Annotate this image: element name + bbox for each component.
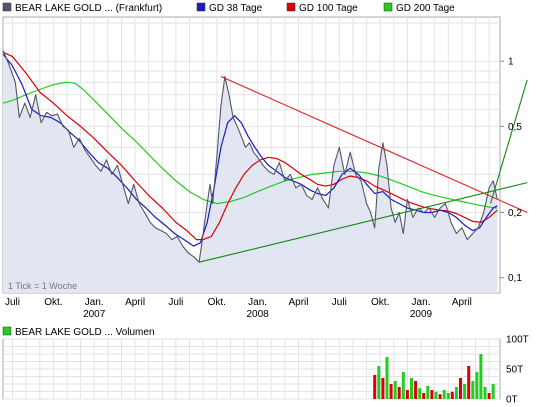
volume-bar [434,391,438,399]
volume-bar [393,381,397,399]
price-x-axis: Juli Okt. Jan. April Juli Okt. Jan. April Juli Ok… [5,297,472,320]
price-x-month-label: Okt. [208,297,226,308]
legend-swatch-volume [2,326,12,336]
volume-bar [487,393,491,399]
price-y-tick-label: 0,1 [508,273,522,284]
legend-label-gd200: GD 200 Tage [396,3,455,14]
price-line [2,50,498,263]
volume-bar [491,384,495,399]
legend-item-price: BEAR LAKE GOLD ... (Frankfurt) [2,2,162,14]
volume-bar [422,393,426,399]
price-x-month-label: Juli [332,297,347,308]
volume-bar [418,388,422,399]
volume-bar [463,384,467,399]
trendline-3 [489,79,528,204]
volume-y-tick-label: 100T [506,335,529,346]
price-x-month-label: Juli [5,297,20,308]
volume-y-tick-label: 50T [506,365,523,376]
volume-bar [471,381,475,399]
price-series-layer [2,50,498,263]
price-x-month-label: April [452,297,472,308]
legend-swatch-gd100 [286,2,296,12]
volume-bar [381,378,385,399]
volume-bar [405,390,409,399]
volume-bar [426,385,430,399]
legend-item-gd38: GD 38 Tage [196,2,263,14]
volume-bars [373,354,495,399]
volume-bar [475,372,479,399]
volume-bar [483,387,487,399]
price-x-month-label: Jan. [412,297,431,308]
price-x-month-label: Okt. [371,297,389,308]
gd200-line [2,81,498,209]
legend-item-gd200: GD 200 Tage [383,2,455,14]
price-x-month-label: April [288,297,308,308]
volume-bar [389,384,393,399]
price-y-tick-label: 0,2 [508,208,522,219]
price-x-year-label: 2009 [410,309,433,320]
volume-bar [467,366,471,399]
volume-bar [446,393,450,399]
gd100-line [2,51,498,241]
volume-bar [385,357,389,399]
volume-bar [410,378,413,399]
price-x-year-label: 2008 [246,309,269,320]
tick-note: 1 Tick = 1 Woche [8,281,77,291]
trendline-2 [198,182,528,263]
volume-y-tick-label: 0T [506,395,518,406]
trendline-layer [198,75,528,263]
legend-swatch-price [2,2,12,12]
price-legend: BEAR LAKE GOLD ... (Frankfurt) GD 38 Tag… [2,2,455,14]
volume-bar [450,391,454,399]
volume-y-axis: 100T 50T 0T [506,335,529,406]
price-x-month-label: April [125,297,145,308]
price-x-month-label: Okt. [44,297,62,308]
price-y-tick-label: 1 [508,57,514,68]
volume-grid [3,338,500,400]
legend-label-gd100: GD 100 Tage [299,3,358,14]
volume-bar [397,387,401,399]
volume-bar [430,390,434,399]
volume-bar [442,390,446,399]
volume-bar [373,375,377,399]
price-area-fill [3,50,498,293]
price-x-month-label: Jan. [248,297,267,308]
volume-bar [479,354,483,399]
price-y-tick-label: 0,5 [508,122,522,133]
legend-swatch-gd38 [196,2,206,12]
price-x-month-label: Jan. [85,297,104,308]
volume-bar [377,366,381,399]
legend-item-gd100: GD 100 Tage [286,2,358,14]
legend-label-volume: BEAR LAKE GOLD ... Volumen [15,327,155,338]
legend-item-volume: BEAR LAKE GOLD ... Volumen [2,326,155,338]
volume-chart: BEAR LAKE GOLD ... Volumen 100T 50T 0T [2,326,529,406]
price-x-year-label: 2007 [83,309,106,320]
volume-bar [459,378,462,399]
price-grid [3,17,500,293]
legend-label-gd38: GD 38 Tage [209,3,263,14]
volume-bar [414,381,418,399]
volume-bar [438,394,442,399]
legend-label-price: BEAR LAKE GOLD ... (Frankfurt) [15,3,162,14]
trendline-1 [220,75,528,214]
price-chart: BEAR LAKE GOLD ... (Frankfurt) GD 38 Tag… [2,2,528,320]
price-x-month-label: Juli [168,297,183,308]
price-y-axis: 1 0,5 0,2 0,1 [500,57,522,284]
volume-bar [401,372,405,399]
legend-swatch-gd200 [383,2,393,12]
volume-bar [454,387,458,399]
